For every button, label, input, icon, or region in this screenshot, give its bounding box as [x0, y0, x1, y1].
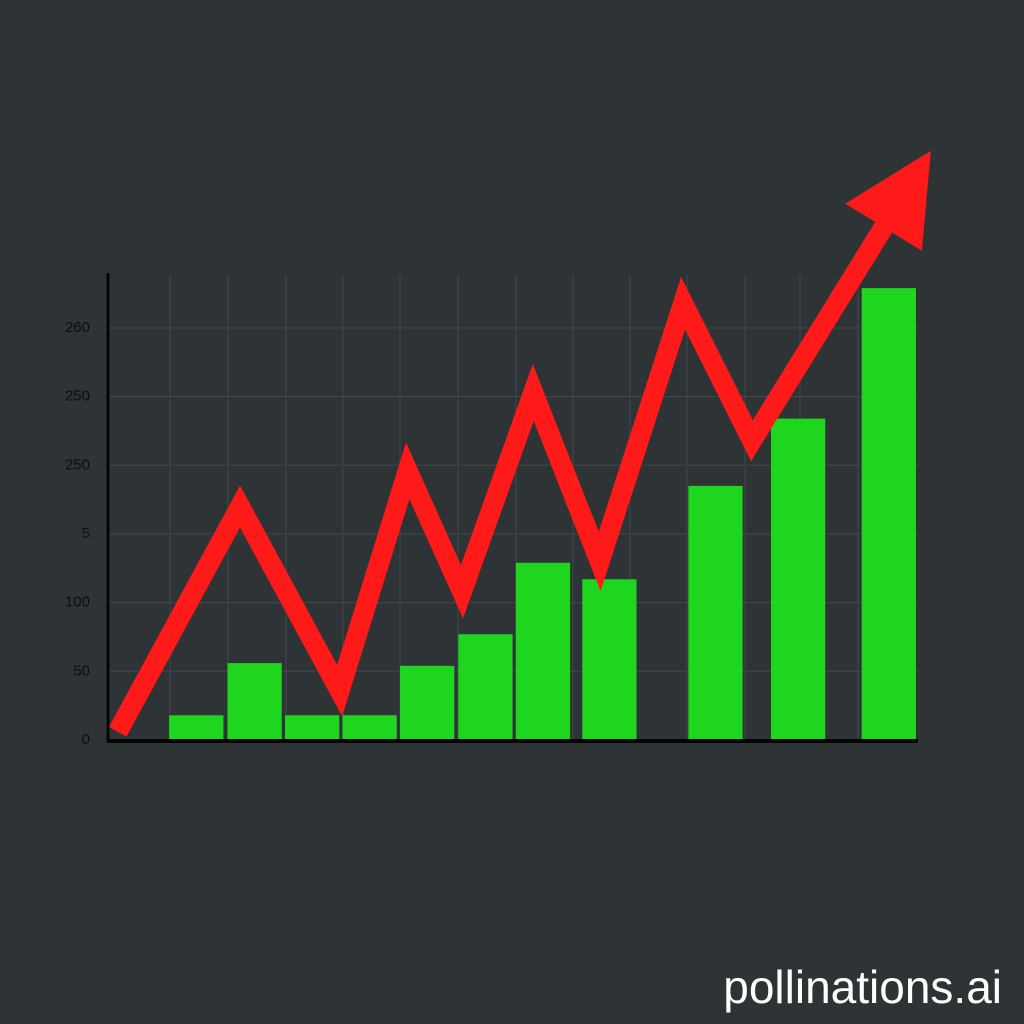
y-tick-label: 50 [73, 662, 90, 679]
bar [688, 485, 743, 740]
bar [400, 665, 455, 740]
bar [582, 579, 637, 740]
bar [861, 288, 916, 740]
y-tick-label: 5 [82, 525, 90, 542]
bar [515, 562, 571, 740]
y-tick-label: 250 [65, 388, 90, 405]
watermark: pollinations.ai [723, 961, 1002, 1013]
bar [458, 634, 513, 740]
bar [770, 418, 826, 740]
bar [227, 663, 282, 740]
y-tick-label: 0 [82, 731, 90, 748]
bar [169, 715, 224, 740]
y-tick-label: 260 [65, 319, 90, 336]
trend-line [108, 150, 931, 737]
bar [342, 715, 397, 740]
bar [284, 715, 340, 740]
y-tick-label: 250 [65, 456, 90, 473]
y-tick-label: 100 [65, 594, 90, 611]
